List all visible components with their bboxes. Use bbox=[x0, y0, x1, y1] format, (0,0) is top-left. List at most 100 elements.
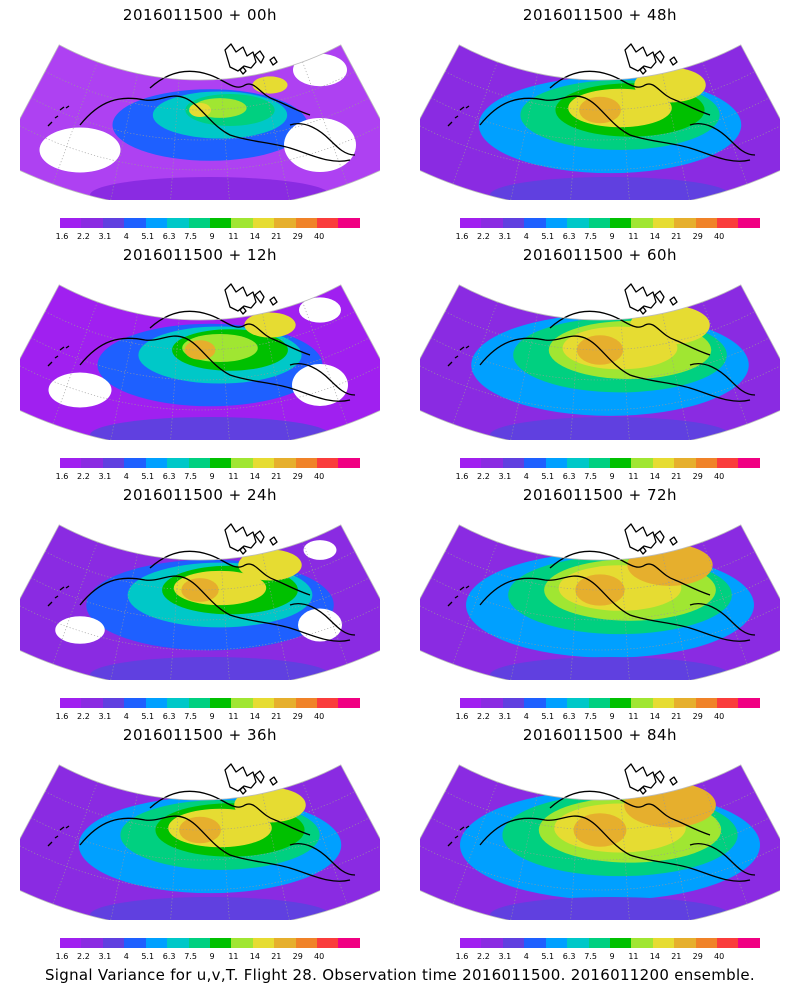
colorbar-swatch bbox=[274, 218, 296, 228]
colorbar-swatch bbox=[588, 938, 610, 948]
colorbar-tick-label: 4 bbox=[123, 712, 129, 721]
colorbar-labels: 1.6 2.2 3.1 4 5.1 6.3 7.5 9 11 14 21 29 40 bbox=[456, 952, 760, 962]
colorbar-swatch bbox=[231, 458, 253, 468]
graticule bbox=[420, 541, 780, 680]
colorbar-tick-label: 21 bbox=[271, 952, 282, 961]
colorbar-swatch bbox=[145, 698, 168, 708]
colorbar-tick-label: 14 bbox=[249, 472, 260, 481]
colorbar-swatch bbox=[167, 938, 189, 948]
colorbar-tick-label: 3.1 bbox=[498, 232, 512, 241]
colorbar-tick-label: 6.3 bbox=[162, 232, 176, 241]
colorbar-tick-label: 1.6 bbox=[455, 472, 469, 481]
colorbar bbox=[60, 458, 360, 468]
colorbar-tick-label: 3.1 bbox=[98, 472, 112, 481]
colorbar-swatch bbox=[652, 938, 675, 948]
colorbar-swatch bbox=[231, 698, 253, 708]
colorbar-tick-label: 9 bbox=[609, 472, 615, 481]
colorbar-tick-label: 7.5 bbox=[184, 952, 197, 961]
colorbar-tick-label: 2.2 bbox=[77, 472, 90, 481]
colorbar-tick-label: 11 bbox=[628, 952, 639, 961]
colorbar-swatch bbox=[60, 698, 82, 708]
colorbar-swatch bbox=[717, 938, 739, 948]
colorbar-tick-label: 40 bbox=[714, 952, 725, 961]
map-panel: 2016011500 + 72h 1.6 2.2 3.1 4 5.1 6.3 7.5 9 11 14… bbox=[400, 480, 800, 721]
colorbar-swatch bbox=[524, 458, 546, 468]
map-panel: 2016011500 + 36h 1.6 2.2 3.1 4 5.1 6.3 7.5 9 11 14… bbox=[0, 720, 400, 962]
variance-map bbox=[20, 43, 380, 200]
colorbar-tick-label: 3.1 bbox=[498, 472, 512, 481]
colorbar-labels: 1.6 2.2 3.1 4 5.1 6.3 7.5 9 11 14 21 29 40 bbox=[56, 712, 360, 722]
variance-field bbox=[20, 44, 380, 200]
variance-field bbox=[20, 524, 380, 680]
colorbar-tick-label: 1.6 bbox=[55, 952, 69, 961]
map-outline bbox=[420, 524, 780, 680]
colorbar-tick-label: 3.1 bbox=[498, 712, 512, 721]
colorbar-tick-label: 9 bbox=[209, 232, 215, 241]
colorbar-swatch bbox=[102, 458, 125, 468]
graticule bbox=[420, 301, 780, 440]
colorbar-tick-label: 7.5 bbox=[584, 472, 597, 481]
colorbar bbox=[60, 218, 360, 228]
colorbar-tick-label: 29 bbox=[692, 232, 703, 241]
colorbar-tick-label: 21 bbox=[271, 232, 282, 241]
graticule bbox=[420, 61, 780, 200]
variance-field bbox=[420, 284, 780, 440]
colorbar-tick-label: 14 bbox=[649, 232, 660, 241]
colorbar-tick-label: 2.2 bbox=[477, 952, 490, 961]
colorbar-swatch bbox=[481, 698, 503, 708]
colorbar-tick-label: 11 bbox=[628, 472, 639, 481]
coastlines bbox=[47, 763, 356, 882]
colorbar-swatch bbox=[460, 458, 482, 468]
colorbar-swatch bbox=[252, 938, 275, 948]
colorbar-swatch bbox=[338, 938, 360, 948]
variance-field bbox=[420, 524, 780, 680]
colorbar-swatch bbox=[695, 218, 718, 228]
colorbar-swatch bbox=[567, 938, 589, 948]
colorbar-labels: 1.6 2.2 3.1 4 5.1 6.3 7.5 9 11 14 21 29 40 bbox=[456, 232, 760, 242]
map-outline bbox=[20, 44, 380, 200]
variance-field bbox=[20, 764, 380, 920]
colorbar-swatch bbox=[209, 698, 232, 708]
colorbar-swatch bbox=[652, 698, 675, 708]
colorbar-swatch bbox=[481, 218, 503, 228]
colorbar-tick-label: 14 bbox=[249, 712, 260, 721]
colorbar-tick-label: 29 bbox=[292, 472, 303, 481]
map-outline bbox=[20, 524, 380, 680]
colorbar-tick-label: 5.1 bbox=[141, 472, 155, 481]
coastlines bbox=[447, 43, 756, 162]
colorbar-swatch bbox=[338, 218, 360, 228]
colorbar-swatch bbox=[524, 218, 546, 228]
colorbar-labels: 1.6 2.2 3.1 4 5.1 6.3 7.5 9 11 14 21 29 40 bbox=[456, 472, 760, 482]
variance-map bbox=[20, 283, 380, 440]
colorbar-labels: 1.6 2.2 3.1 4 5.1 6.3 7.5 9 11 14 21 29 40 bbox=[56, 952, 360, 962]
colorbar-tick-label: 29 bbox=[292, 232, 303, 241]
colorbar-tick-label: 5.1 bbox=[541, 472, 555, 481]
colorbar-swatch bbox=[317, 458, 339, 468]
colorbar-swatch bbox=[252, 458, 275, 468]
colorbar-tick-label: 9 bbox=[209, 472, 215, 481]
variance-field bbox=[420, 764, 780, 920]
colorbar-swatch bbox=[145, 458, 168, 468]
colorbar-swatch bbox=[81, 698, 103, 708]
colorbar-tick-label: 9 bbox=[209, 952, 215, 961]
colorbar-swatch bbox=[545, 218, 568, 228]
panel-title: 2016011500 + 36h bbox=[122, 726, 278, 744]
colorbar-swatch bbox=[717, 218, 739, 228]
colorbar-swatch bbox=[209, 458, 232, 468]
colorbar-tick-label: 21 bbox=[271, 712, 282, 721]
colorbar-tick-label: 1.6 bbox=[455, 952, 469, 961]
colorbar-swatch bbox=[338, 698, 360, 708]
colorbar-tick-label: 1.6 bbox=[55, 712, 69, 721]
colorbar-swatch bbox=[252, 698, 275, 708]
colorbar-swatch bbox=[188, 698, 210, 708]
colorbar-tick-label: 11 bbox=[628, 712, 639, 721]
colorbar-tick-label: 5.1 bbox=[541, 952, 555, 961]
colorbar-tick-label: 6.3 bbox=[562, 952, 576, 961]
colorbar-tick-label: 21 bbox=[671, 232, 682, 241]
map-outline bbox=[420, 44, 780, 200]
colorbar-swatch bbox=[295, 938, 318, 948]
colorbar-tick-label: 4 bbox=[123, 232, 129, 241]
panel-title: 2016011500 + 48h bbox=[522, 6, 678, 24]
colorbar-swatch bbox=[524, 938, 546, 948]
colorbar-swatch bbox=[567, 458, 589, 468]
